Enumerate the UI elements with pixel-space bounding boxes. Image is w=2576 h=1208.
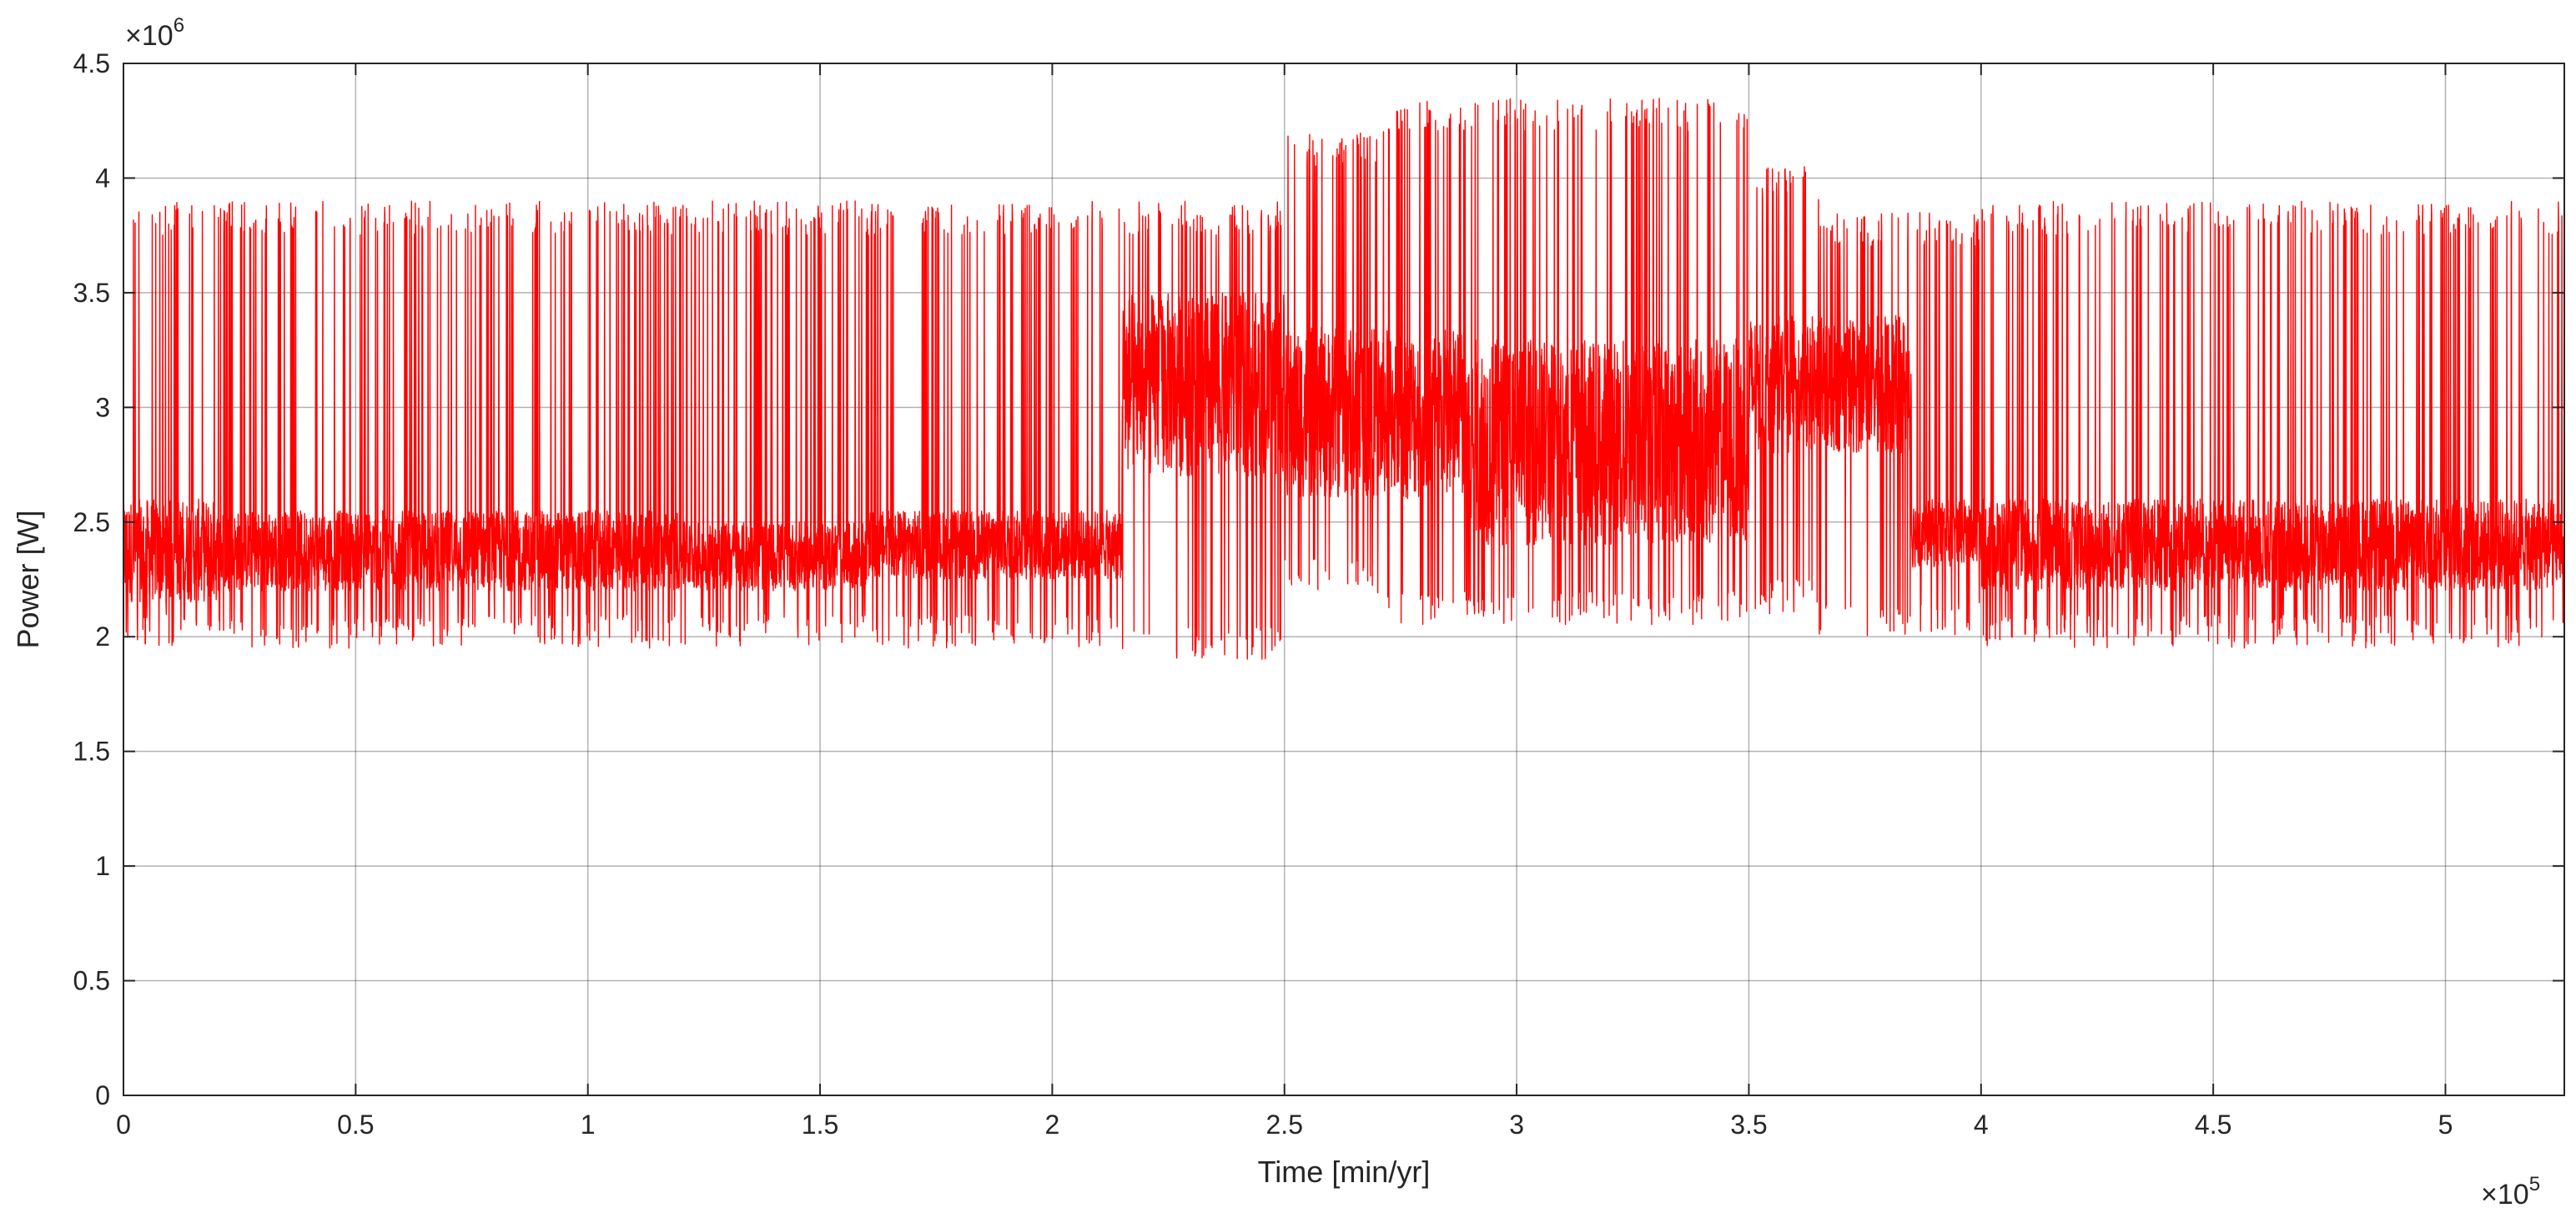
y-tick-label: 2.5 xyxy=(73,507,110,537)
data-series xyxy=(123,98,2565,660)
x-exponent-power: 5 xyxy=(2529,1173,2540,1195)
x-tick-label: 5 xyxy=(2438,1110,2453,1140)
y-tick-label: 0.5 xyxy=(73,966,110,996)
x-tick-label: 0.5 xyxy=(337,1110,374,1140)
y-tick-label: 2 xyxy=(95,622,110,652)
y-exponent-base: ×10 xyxy=(125,20,174,52)
plot-frame xyxy=(123,63,2565,1096)
x-tick-label: 2 xyxy=(1044,1110,1059,1140)
x-exponent-base: ×10 xyxy=(2481,1179,2529,1208)
x-tick-label: 1.5 xyxy=(802,1110,838,1140)
y-tick-label: 4 xyxy=(95,163,110,193)
x-axis-exponent: ×105 xyxy=(2481,1173,2540,1208)
y-exponent-power: 6 xyxy=(174,14,184,37)
x-tick-label: 3 xyxy=(1509,1110,1524,1140)
x-tick-label: 3.5 xyxy=(1730,1110,1767,1140)
y-tick-label: 4.5 xyxy=(73,48,110,78)
power-series-line xyxy=(123,98,2565,660)
x-axis-label: Time [min/yr] xyxy=(1258,1155,1431,1189)
y-tick-label: 1.5 xyxy=(73,737,110,767)
x-tick-label: 1 xyxy=(581,1110,596,1140)
y-tick-label: 3.5 xyxy=(73,278,110,308)
y-tick-label: 3 xyxy=(95,392,110,422)
y-tick-label: 1 xyxy=(95,851,110,881)
tick-labels: 0 0.5 1 1.5 2 2.5 3 3.5 4 4.5 5 0 0.5 1 1.5 2 2.5 3 3.5 4 4.… xyxy=(73,48,2564,1140)
x-tick-label: 2.5 xyxy=(1266,1110,1303,1140)
y-axis-exponent: ×106 xyxy=(125,14,184,52)
x-tick-label: 4.5 xyxy=(2195,1110,2231,1140)
y-axis-label: Power [W] xyxy=(11,510,45,648)
x-tick-label: 0 xyxy=(116,1110,131,1140)
y-tick-label: 0 xyxy=(95,1080,110,1110)
x-tick-label: 4 xyxy=(1974,1110,1989,1140)
